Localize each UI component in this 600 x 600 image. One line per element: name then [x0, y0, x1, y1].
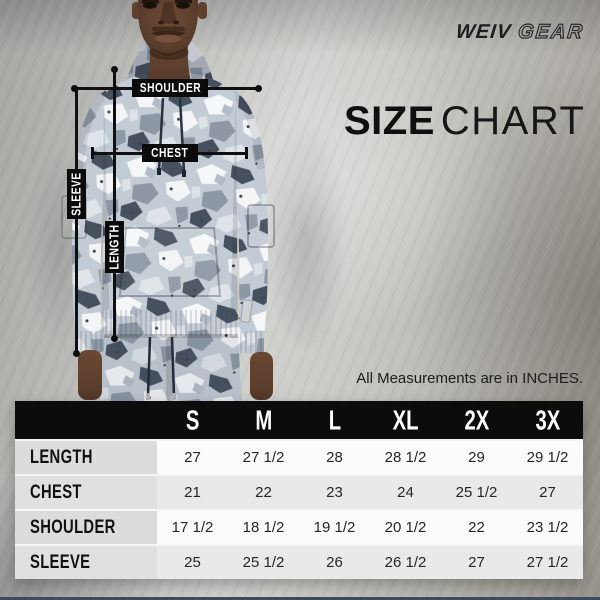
size-col-header: S	[185, 403, 200, 436]
size-value-cell: 21	[184, 484, 201, 501]
row-label: CHEST	[15, 476, 157, 509]
size-value-cell: 25 1/2	[242, 554, 285, 571]
length-label: LENGTH	[105, 221, 124, 273]
shoulder-line-end-dot	[255, 84, 262, 92]
size-value-cell: 24	[397, 484, 414, 501]
size-value-cell: 27 1/2	[242, 449, 285, 466]
torso	[102, 71, 238, 338]
ear-right	[198, 2, 207, 19]
sleeve-line-end-dot	[73, 350, 80, 357]
size-value-cell: 27	[468, 554, 485, 571]
sleeve-label: SLEEVE	[67, 169, 86, 219]
title-size: SIZE	[344, 99, 435, 143]
hand-left	[78, 350, 102, 400]
size-value-cell: 28	[326, 449, 343, 466]
size-value-cell: 18 1/2	[242, 519, 285, 536]
header-spacer	[15, 401, 157, 439]
size-value-cell: 20 1/2	[384, 519, 427, 536]
row-label: LENGTH	[15, 441, 157, 474]
shoulder-line-end-dot	[71, 84, 78, 92]
sleeve-measure-line	[75, 88, 78, 353]
chest-line-end-tick	[91, 147, 94, 159]
chest-line-end-tick	[245, 147, 248, 159]
size-col-header: 2X	[464, 403, 489, 436]
size-value-cell: 25 1/2	[455, 484, 498, 501]
size-value-cell: 28 1/2	[384, 449, 427, 466]
size-value-cell: 25	[184, 554, 201, 571]
size-value-cell: 27	[184, 449, 201, 466]
table-row: CHEST 21 22 23 24 25 1/2 27	[15, 474, 583, 509]
model-photo	[61, 0, 275, 402]
size-value-cell: 23 1/2	[526, 519, 569, 536]
table-row: SHOULDER 17 1/2 18 1/2 19 1/2 20 1/2 22 …	[15, 509, 583, 544]
size-table-header: S M L XL 2X 3X	[15, 401, 583, 439]
size-value-cell: 22	[468, 519, 485, 536]
cargo-pocket	[247, 204, 275, 248]
size-value-cell: 27	[539, 484, 556, 501]
size-value-cell: 23	[326, 484, 343, 501]
brand-wordmark-solid: WEIV	[454, 21, 513, 43]
size-table: S M L XL 2X 3X LENGTH 27 27 1/2 28 28 1/…	[15, 401, 583, 579]
title-chart: CHART	[440, 99, 586, 143]
row-label: SHOULDER	[15, 511, 157, 544]
row-label: SLEEVE	[15, 546, 157, 579]
bottom-edge-rule	[0, 597, 600, 600]
size-value-cell: 29 1/2	[526, 449, 569, 466]
pants	[98, 336, 242, 402]
size-value-cell: 17 1/2	[171, 519, 214, 536]
size-chart-title: SIZE CHART	[344, 99, 585, 144]
kangaroo-pocket	[118, 227, 222, 297]
size-value-cell: 19 1/2	[313, 519, 356, 536]
chest-label: CHEST	[142, 144, 198, 162]
size-value-cell: 26	[326, 554, 343, 571]
head	[132, 0, 207, 86]
pant-drawcord	[170, 336, 176, 397]
hand-right	[250, 352, 273, 400]
size-col-header: 3X	[535, 403, 560, 436]
measurements-note: All Measurements are in INCHES.	[356, 370, 583, 387]
table-row: LENGTH 27 27 1/2 28 28 1/2 29 29 1/2	[15, 439, 583, 474]
brand-wordmark-outline: GEAR	[516, 20, 586, 43]
hang-tag	[240, 299, 253, 323]
length-measure-line	[113, 68, 116, 338]
face-features	[142, 0, 195, 57]
table-row: SLEEVE 25 25 1/2 26 26 1/2 27 27 1/2	[15, 544, 583, 579]
length-line-end-dot	[111, 66, 118, 73]
arm-right	[230, 90, 275, 353]
size-col-header: L	[328, 403, 341, 436]
size-value-cell: 29	[468, 449, 485, 466]
size-col-header: XL	[392, 403, 419, 436]
size-col-header: M	[255, 403, 272, 436]
pant-drawcord	[146, 336, 152, 397]
size-value-cell: 22	[255, 484, 272, 501]
brand-logo: WEIV GEAR	[454, 20, 586, 44]
size-value-cell: 26 1/2	[384, 554, 427, 571]
shoulder-label: SHOULDER	[132, 79, 208, 97]
size-value-cell: 27 1/2	[526, 554, 569, 571]
length-line-end-dot	[111, 335, 118, 342]
